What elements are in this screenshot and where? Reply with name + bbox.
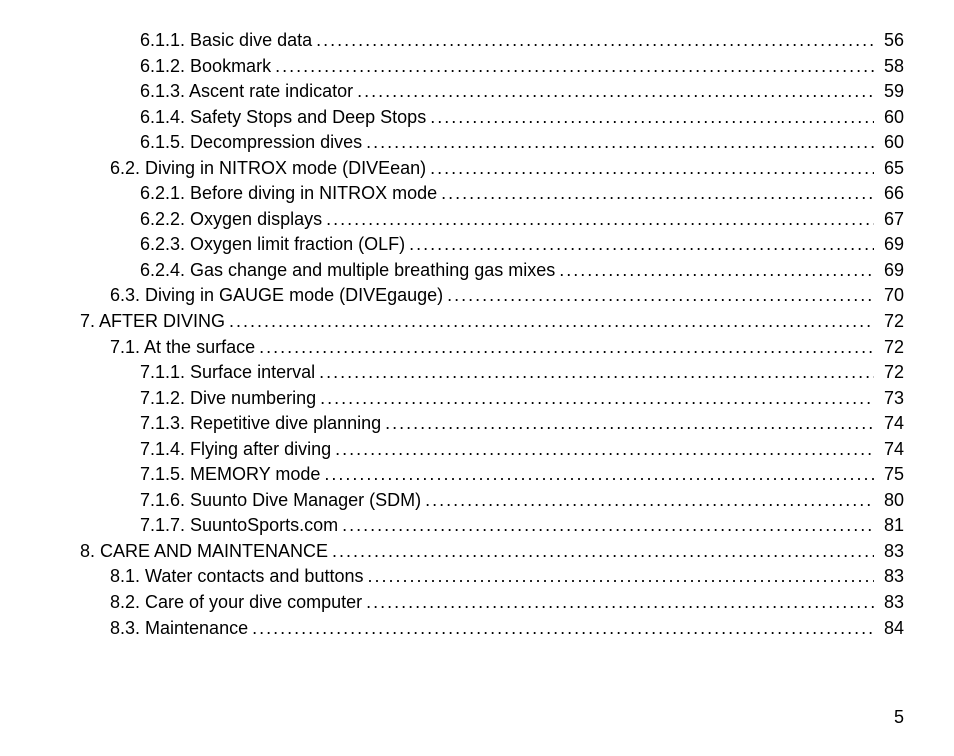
toc-leader-dots xyxy=(259,335,874,361)
toc-entry-label: 6.1.1. Basic dive data xyxy=(140,28,312,54)
toc-entry: 6.2. Diving in NITROX mode (DIVEean) 65 xyxy=(50,156,904,182)
toc-leader-dots xyxy=(430,156,874,182)
toc-leader-dots xyxy=(316,28,874,54)
toc-entry-label: 8.3. Maintenance xyxy=(110,616,248,642)
toc-entry-label: 6.2.4. Gas change and multiple breathing… xyxy=(140,258,555,284)
toc-entry: 7.1.3. Repetitive dive planning 74 xyxy=(50,411,904,437)
toc-leader-dots xyxy=(342,513,874,539)
toc-leader-dots xyxy=(319,360,874,386)
toc-leader-dots xyxy=(425,488,874,514)
toc-entry: 8.3. Maintenance 84 xyxy=(50,616,904,642)
toc-entry-page: 67 xyxy=(880,207,904,233)
toc-entry-page: 69 xyxy=(880,258,904,284)
toc-entry-page: 60 xyxy=(880,105,904,131)
toc-entry-page: 60 xyxy=(880,130,904,156)
toc-entry: 6.2.3. Oxygen limit fraction (OLF) 69 xyxy=(50,232,904,258)
toc-entry-label: 8.2. Care of your dive computer xyxy=(110,590,362,616)
toc-entry-page: 66 xyxy=(880,181,904,207)
toc-entry: 7.1.5. MEMORY mode 75 xyxy=(50,462,904,488)
toc-leader-dots xyxy=(409,232,874,258)
toc-leader-dots xyxy=(320,386,874,412)
toc-entry: 8.1. Water contacts and buttons 83 xyxy=(50,564,904,590)
toc-entry-label: 6.1.4. Safety Stops and Deep Stops xyxy=(140,105,426,131)
toc-entry-label: 6.2.3. Oxygen limit fraction (OLF) xyxy=(140,232,405,258)
toc-entry: 6.2.2. Oxygen displays 67 xyxy=(50,207,904,233)
toc-leader-dots xyxy=(430,105,874,131)
toc-entry-label: 7.1.2. Dive numbering xyxy=(140,386,316,412)
toc-leader-dots xyxy=(335,437,874,463)
toc-entry: 6.1.2. Bookmark 58 xyxy=(50,54,904,80)
toc-entry-page: 81 xyxy=(880,513,904,539)
page-number: 5 xyxy=(894,707,904,728)
toc-entry: 6.2.4. Gas change and multiple breathing… xyxy=(50,258,904,284)
toc-leader-dots xyxy=(441,181,874,207)
toc-entry-page: 59 xyxy=(880,79,904,105)
toc-leader-dots xyxy=(367,564,874,590)
toc-entry: 8.2. Care of your dive computer 83 xyxy=(50,590,904,616)
toc-leader-dots xyxy=(385,411,874,437)
toc-entry: 7.1.6. Suunto Dive Manager (SDM) 80 xyxy=(50,488,904,514)
toc-leader-dots xyxy=(326,207,874,233)
toc-leader-dots xyxy=(332,539,874,565)
toc-entry: 6.1.3. Ascent rate indicator 59 xyxy=(50,79,904,105)
toc-entry-page: 70 xyxy=(880,283,904,309)
toc-leader-dots xyxy=(229,309,874,335)
toc-entry-label: 7.1.1. Surface interval xyxy=(140,360,315,386)
toc-entry: 6.3. Diving in GAUGE mode (DIVEgauge) 70 xyxy=(50,283,904,309)
toc-entry-page: 72 xyxy=(880,335,904,361)
toc-entry-label: 7.1.4. Flying after diving xyxy=(140,437,331,463)
toc-entry-page: 74 xyxy=(880,437,904,463)
toc-entry: 7.1.4. Flying after diving 74 xyxy=(50,437,904,463)
toc-entry-label: 7.1.7. SuuntoSports.com xyxy=(140,513,338,539)
toc-entry-label: 6.2. Diving in NITROX mode (DIVEean) xyxy=(110,156,426,182)
toc-leader-dots xyxy=(252,616,874,642)
toc-entry-label: 6.2.2. Oxygen displays xyxy=(140,207,322,233)
toc-entry: 6.1.5. Decompression dives 60 xyxy=(50,130,904,156)
toc-entry-label: 6.3. Diving in GAUGE mode (DIVEgauge) xyxy=(110,283,443,309)
toc-entry-label: 6.2.1. Before diving in NITROX mode xyxy=(140,181,437,207)
toc-entry-page: 58 xyxy=(880,54,904,80)
toc-entry-label: 7.1. At the surface xyxy=(110,335,255,361)
toc-entry-label: 8.1. Water contacts and buttons xyxy=(110,564,363,590)
toc-entry-page: 72 xyxy=(880,360,904,386)
toc-leader-dots xyxy=(357,79,874,105)
toc-leader-dots xyxy=(366,590,874,616)
toc-leader-dots xyxy=(447,283,874,309)
toc-entry-label: 7.1.5. MEMORY mode xyxy=(140,462,320,488)
toc-entry: 7.1.2. Dive numbering 73 xyxy=(50,386,904,412)
toc-entry-page: 65 xyxy=(880,156,904,182)
toc-leader-dots xyxy=(559,258,874,284)
toc-entry-page: 83 xyxy=(880,590,904,616)
toc-entry-label: 6.1.2. Bookmark xyxy=(140,54,271,80)
table-of-contents: 6.1.1. Basic dive data 56 6.1.2. Bookmark 5… xyxy=(50,28,904,641)
toc-entry-page: 84 xyxy=(880,616,904,642)
toc-entry-page: 83 xyxy=(880,564,904,590)
toc-entry: 7. AFTER DIVING 72 xyxy=(50,309,904,335)
toc-entry-label: 6.1.3. Ascent rate indicator xyxy=(140,79,353,105)
toc-entry-page: 72 xyxy=(880,309,904,335)
toc-entry-page: 80 xyxy=(880,488,904,514)
toc-entry-page: 75 xyxy=(880,462,904,488)
toc-entry: 8. CARE AND MAINTENANCE 83 xyxy=(50,539,904,565)
toc-entry-page: 73 xyxy=(880,386,904,412)
toc-entry: 7.1.1. Surface interval 72 xyxy=(50,360,904,386)
toc-entry: 6.1.1. Basic dive data 56 xyxy=(50,28,904,54)
toc-leader-dots xyxy=(324,462,874,488)
toc-leader-dots xyxy=(275,54,874,80)
toc-entry-page: 74 xyxy=(880,411,904,437)
toc-entry-page: 83 xyxy=(880,539,904,565)
toc-entry-label: 7.1.6. Suunto Dive Manager (SDM) xyxy=(140,488,421,514)
toc-entry: 7.1.7. SuuntoSports.com 81 xyxy=(50,513,904,539)
toc-entry: 6.1.4. Safety Stops and Deep Stops 60 xyxy=(50,105,904,131)
toc-entry-page: 56 xyxy=(880,28,904,54)
toc-entry-label: 7. AFTER DIVING xyxy=(80,309,225,335)
toc-entry: 7.1. At the surface 72 xyxy=(50,335,904,361)
toc-entry-page: 69 xyxy=(880,232,904,258)
toc-entry: 6.2.1. Before diving in NITROX mode 66 xyxy=(50,181,904,207)
toc-entry-label: 8. CARE AND MAINTENANCE xyxy=(80,539,328,565)
toc-entry-label: 6.1.5. Decompression dives xyxy=(140,130,362,156)
toc-leader-dots xyxy=(366,130,874,156)
toc-entry-label: 7.1.3. Repetitive dive planning xyxy=(140,411,381,437)
